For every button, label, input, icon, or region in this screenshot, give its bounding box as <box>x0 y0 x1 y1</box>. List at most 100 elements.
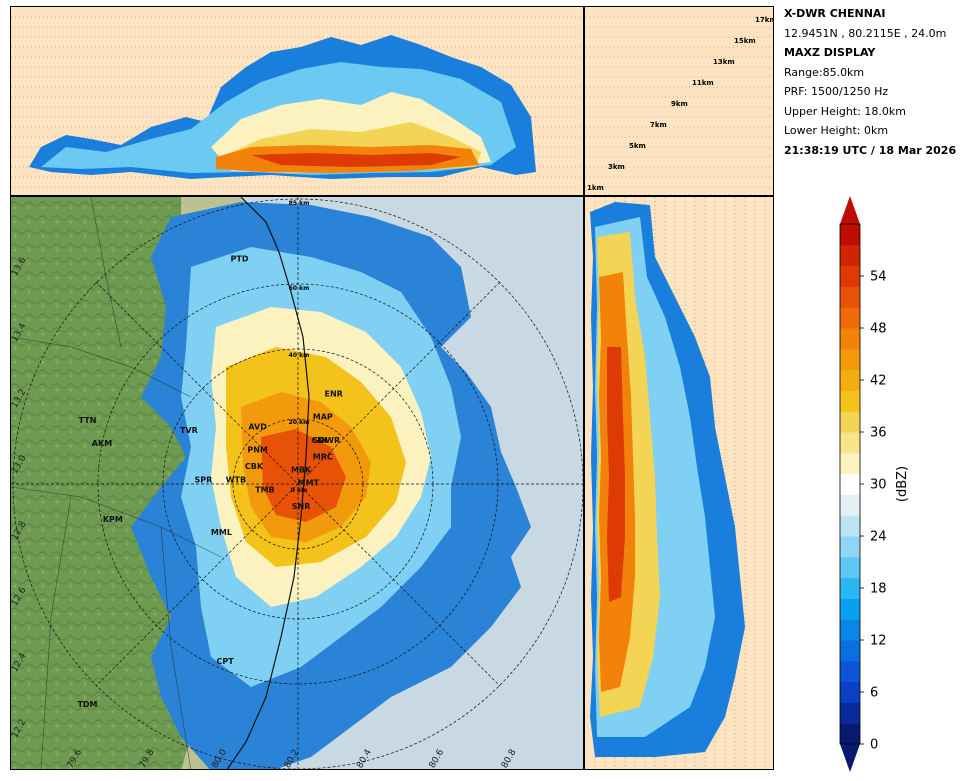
ring-label-40: 40 km <box>289 352 310 359</box>
colorbar-band <box>840 369 860 391</box>
site-label: CNI <box>311 436 327 445</box>
colorbar-band <box>840 660 860 683</box>
colorbar-tick-label: 30 <box>870 478 887 493</box>
lower-height-text: Lower Height: 0km <box>784 124 889 137</box>
colorbar-band <box>840 328 860 350</box>
top-cross-section <box>10 6 584 196</box>
colorbar-unit-label: (dBZ) <box>895 466 910 502</box>
site-label: ENR <box>324 390 342 399</box>
range-text: Range:85.0km <box>784 65 865 79</box>
site-label: AKM <box>92 439 112 448</box>
site-label: TVR <box>180 426 198 435</box>
height-scale-svg: 1km 3km 5km 7km 9km 11km 13km 15km 17km <box>585 16 773 192</box>
colorbar-tick-label: 6 <box>870 686 878 701</box>
site-label: KPM <box>103 515 123 524</box>
colorbar-band <box>840 452 860 475</box>
height-label: 15km <box>734 37 756 45</box>
site-label: TDM <box>77 700 97 709</box>
display-type: MAXZ DISPLAY <box>784 46 876 59</box>
longitude-tick: 80.4 <box>355 748 374 770</box>
upper-height-text: Upper Height: 18.0km <box>784 104 906 118</box>
colorbar-tick-label: 12 <box>870 634 887 649</box>
colorbar-bands <box>840 224 860 745</box>
height-label: 1km <box>587 184 604 192</box>
colorbar-band <box>840 432 860 454</box>
site-label: PTD <box>231 254 249 263</box>
station-coords: 12.9451N , 80.2115E , 24.0m <box>784 26 947 40</box>
ring-label-85: 85 km <box>289 200 310 207</box>
colorbar-ticks: 0 6 12 18 24 30 36 42 48 54 <box>860 270 887 753</box>
top-echo <box>29 35 536 179</box>
radar-map-svg: 85 km 60 km 40 km 20 km 0 km PTD ENR TTN AK… <box>11 197 583 770</box>
prf-text: PRF: 1500/1250 Hz <box>784 85 889 98</box>
coastline <box>226 197 310 769</box>
ring-label-60: 60 km <box>289 285 310 292</box>
site-label: CPT <box>216 657 234 666</box>
colorbar-band <box>840 265 860 287</box>
height-label: 7km <box>650 121 667 129</box>
site-label: PNM <box>247 446 268 455</box>
colorbar-band <box>840 702 860 724</box>
site-label: AVD <box>248 423 267 432</box>
height-label: 9km <box>671 100 688 108</box>
range-ring-labels: 85 km 60 km 40 km 20 km 0 km <box>289 200 310 494</box>
height-label: 13km <box>713 58 735 66</box>
colorbar-tick-label: 0 <box>870 738 878 753</box>
colorbar-band <box>840 494 860 516</box>
height-scale-labels: 1km 3km 5km 7km 9km 11km 13km 15km 17km <box>587 16 773 192</box>
colorbar-band <box>840 556 860 579</box>
side-echo <box>590 202 745 757</box>
top-cross-section-svg <box>11 16 583 188</box>
height-label: 5km <box>629 142 646 150</box>
ring-label-20: 20 km <box>289 419 310 426</box>
timestamp-text: 21:38:19 UTC / 18 Mar 2026 <box>784 143 957 157</box>
site-label: TTN <box>79 416 97 425</box>
longitude-tick: 80.6 <box>428 748 447 770</box>
radar-map[interactable]: 85 km 60 km 40 km 20 km 0 km PTD ENR TTN AK… <box>10 196 584 770</box>
site-label: MBK <box>291 465 312 474</box>
reflectivity-echo <box>131 202 531 769</box>
colorbar-tick-label: 18 <box>870 582 887 597</box>
colorbar-band <box>840 286 860 308</box>
longitude-tick: 80.8 <box>500 748 519 770</box>
colorbar-band <box>840 577 860 599</box>
colorbar-band <box>840 598 860 620</box>
colorbar-svg: 0 6 12 18 24 30 36 42 48 54 (dBZ) <box>839 196 910 772</box>
colorbar-band <box>840 307 860 329</box>
side-cross-section <box>584 196 774 770</box>
colorbar-band <box>840 640 860 662</box>
colorbar-tick-label: 54 <box>870 270 887 285</box>
site-label: TMB <box>255 485 275 494</box>
colorbar-band <box>840 473 860 495</box>
height-label: 3km <box>608 163 625 171</box>
colorbar-band <box>840 536 860 558</box>
height-scale-panel: 1km 3km 5km 7km 9km 11km 13km 15km 17km <box>584 6 774 196</box>
colorbar-band <box>840 619 860 641</box>
site-label: SPR <box>194 475 212 484</box>
colorbar-band <box>840 224 860 246</box>
site-label: MAP <box>313 413 333 422</box>
colorbar-band <box>840 723 860 745</box>
crosshair-lines <box>11 197 583 769</box>
colorbar-tick-label: 36 <box>870 426 887 441</box>
site-label: SNR <box>292 502 311 511</box>
colorbar-band <box>840 681 860 703</box>
colorbar-top-arrow <box>840 196 860 224</box>
site-label: MML <box>211 528 232 537</box>
site-label: WTB <box>226 475 246 484</box>
site-label: MRC <box>313 452 333 461</box>
side-cross-section-svg <box>590 197 766 769</box>
site-label: SDWR <box>313 436 340 445</box>
ring-label-0: 0 km <box>291 487 308 494</box>
height-label: 11km <box>692 79 714 87</box>
colorbar-tick-label: 42 <box>870 374 887 389</box>
colorbar-band <box>840 515 860 537</box>
station-name: X-DWR CHENNAI <box>784 7 886 20</box>
colorbar-bottom-arrow <box>840 744 860 772</box>
colorbar-band <box>840 411 860 433</box>
info-panel: X-DWR CHENNAI 12.9451N , 80.2115E , 24.0… <box>784 4 964 160</box>
colorbar-band <box>840 390 860 412</box>
colorbar-tick-label: 48 <box>870 322 887 337</box>
district-borders <box>11 197 222 769</box>
